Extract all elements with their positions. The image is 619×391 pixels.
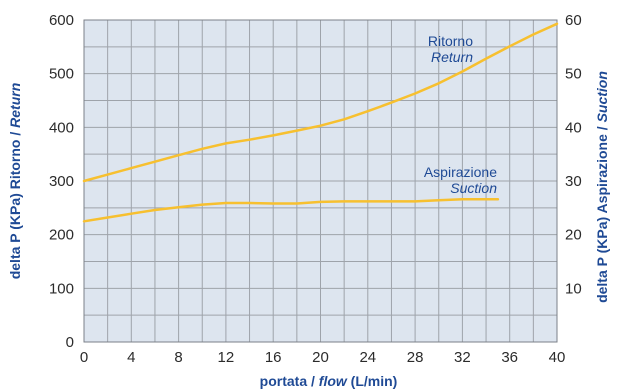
series-label-suction: Suction bbox=[450, 180, 497, 196]
x-tick-label: 36 bbox=[501, 349, 518, 366]
left-y-tick-label: 100 bbox=[49, 280, 74, 297]
left-y-tick-label: 400 bbox=[49, 119, 74, 136]
left-y-tick-label: 500 bbox=[49, 66, 74, 83]
x-tick-label: 12 bbox=[218, 349, 235, 366]
right-y-tick-label: 10 bbox=[565, 280, 582, 297]
x-tick-label: 4 bbox=[127, 349, 135, 366]
series-line-ritorno bbox=[82, 22, 559, 183]
x-tick-label: 0 bbox=[80, 349, 88, 366]
right-y-tick-label: 30 bbox=[565, 173, 582, 190]
series-label-ritorno: Ritorno bbox=[428, 33, 473, 49]
right-y-tick-label: 40 bbox=[565, 119, 582, 136]
left-y-tick-label: 0 bbox=[66, 334, 74, 351]
right-y-tick-label: 60 bbox=[565, 12, 582, 29]
right-y-tick-label: 20 bbox=[565, 227, 582, 244]
x-axis-label: portata / flow (L/min) bbox=[260, 373, 398, 389]
left-y-tick-label: 300 bbox=[49, 173, 74, 190]
x-tick-label: 28 bbox=[407, 349, 424, 366]
right-y-axis-label: delta P (KPa) Aspirazione / Suction bbox=[594, 71, 610, 303]
x-tick-label: 32 bbox=[454, 349, 471, 366]
left-y-tick-label: 200 bbox=[49, 227, 74, 244]
left-y-tick-label: 600 bbox=[49, 12, 74, 29]
series-label-return: Return bbox=[431, 49, 473, 65]
x-tick-label: 20 bbox=[312, 349, 329, 366]
left-y-axis-label: delta P (KPa) Ritorno / Return bbox=[7, 83, 23, 280]
x-tick-label: 24 bbox=[359, 349, 376, 366]
series-line-aspirazione bbox=[82, 197, 500, 223]
series-label-aspirazione: Aspirazione bbox=[424, 164, 497, 180]
x-tick-label: 8 bbox=[174, 349, 182, 366]
x-tick-label: 40 bbox=[549, 349, 566, 366]
right-y-tick-label: 50 bbox=[565, 66, 582, 83]
x-tick-label: 16 bbox=[265, 349, 282, 366]
